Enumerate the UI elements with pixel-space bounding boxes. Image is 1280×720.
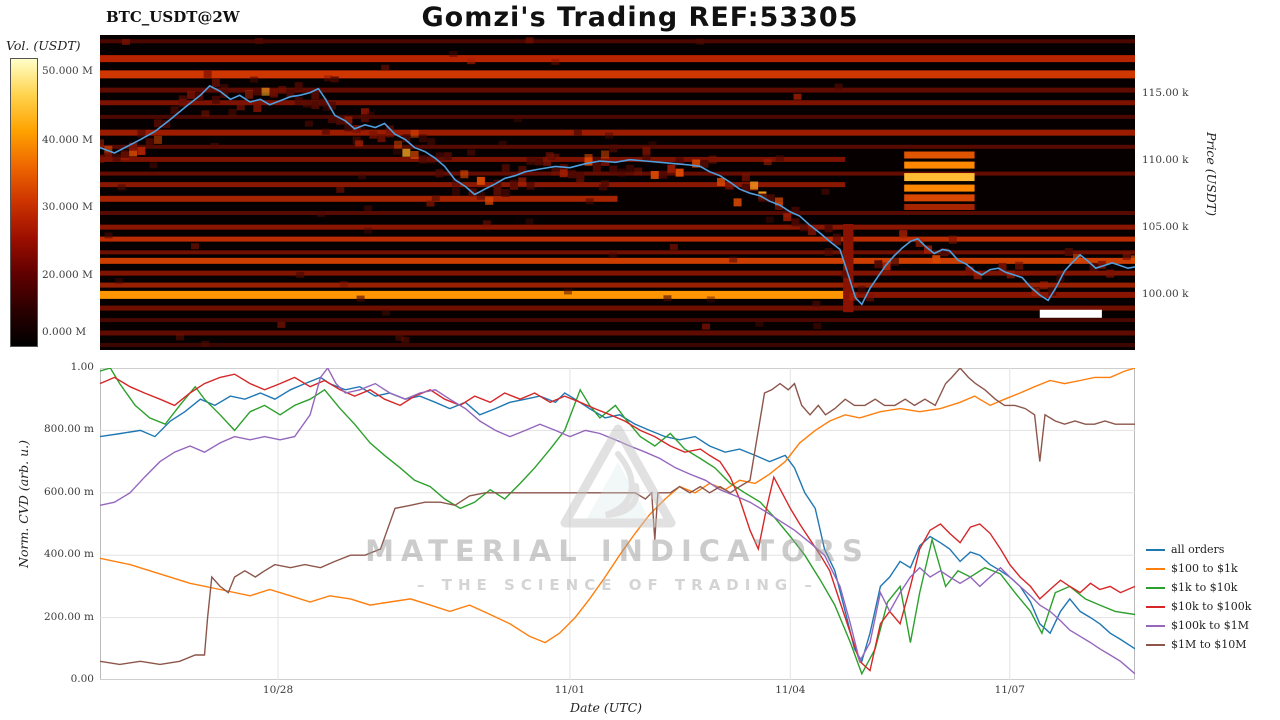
- volume-colorbar: [10, 58, 38, 347]
- date-tick-label: 11/07: [994, 684, 1025, 696]
- legend-swatch: [1146, 567, 1165, 570]
- heatmap-streak: [845, 291, 1135, 298]
- cvd-y-tick-label: 1.00: [70, 361, 94, 373]
- heatmap-streak: [100, 318, 1135, 323]
- heatmap-streak: [100, 144, 1135, 149]
- price-line: [99, 84, 1136, 306]
- heatmap-streak: [904, 161, 975, 169]
- series-all-orders: [99, 376, 1136, 664]
- series--100k-to-1m: [99, 366, 1136, 675]
- heatmap-streak: [904, 173, 975, 182]
- heatmap-streak: [100, 330, 1135, 336]
- heatmap-streak: [100, 129, 1135, 136]
- series--1k-to-10k: [99, 367, 1136, 676]
- cvd-y-tick-label: 800.00 m: [43, 423, 94, 436]
- series--1m-to-10m: [99, 366, 1135, 666]
- date-axis-tick-labels: 10/28 11/01 11/04 11/07: [100, 684, 1135, 700]
- legend-swatch: [1146, 605, 1165, 608]
- legend-label: $1k to $10k: [1171, 581, 1238, 594]
- heatmap-streak: [100, 87, 1135, 93]
- legend-item: $100k to $1M: [1146, 616, 1278, 635]
- price-tick-label: 100.00 k: [1142, 288, 1189, 301]
- legend-label: $10k to $100k: [1171, 600, 1252, 613]
- legend-item: $1k to $10k: [1146, 578, 1278, 597]
- heatmap-streak: [904, 184, 975, 192]
- heatmap-streak: [100, 282, 1135, 288]
- heatmap-streak: [100, 55, 1135, 63]
- date-axis-title: Date (UTC): [570, 700, 643, 715]
- volume-heatmap-chart: [96, 35, 1139, 350]
- heatmap-streak: [100, 195, 618, 202]
- legend-item: $1M to $10M: [1146, 635, 1278, 654]
- heatmap-streak: [100, 257, 1135, 264]
- date-tick-label: 11/04: [775, 684, 806, 696]
- heatmap-streak: [100, 342, 1135, 347]
- heatmap-streak: [904, 194, 975, 202]
- cvd-y-tick-label: 0.00: [70, 673, 94, 685]
- cvd-legend: all orders $100 to $1k $1k to $10k $10k to …: [1146, 540, 1278, 654]
- heatmap-streak: [904, 151, 975, 159]
- price-tick-label: 115.00 k: [1142, 86, 1189, 99]
- heatmap-streak: [100, 305, 1135, 311]
- heatmap-streak: [100, 290, 846, 299]
- price-tick-label: 110.00 k: [1142, 154, 1189, 166]
- cvd-y-tick-label: 200.00 m: [43, 610, 94, 623]
- date-tick-label: 11/01: [554, 684, 586, 696]
- colorbar-tick-label: 40.000 M: [42, 133, 93, 146]
- heatmap-streak: [100, 171, 1135, 176]
- legend-swatch: [1146, 643, 1165, 646]
- price-tick-label: 105.00 k: [1142, 221, 1189, 234]
- symbol-label: BTC_USDT@2W: [106, 8, 240, 26]
- page-title: Gomzi's Trading REF:53305: [421, 2, 859, 33]
- heatmap-streak: [100, 210, 1135, 215]
- legend-label: $100k to $1M: [1171, 619, 1249, 632]
- legend-label: $1M to $10M: [1171, 638, 1247, 651]
- heatmap-streak: [100, 182, 846, 188]
- colorbar-tick-label: 50.000 M: [42, 64, 93, 77]
- heatmap-column: [843, 224, 854, 313]
- heatmap-streak: [904, 203, 975, 210]
- colorbar-tick-label: 30.000 M: [42, 201, 93, 214]
- colorbar-tick-label: 0.000 M: [42, 326, 87, 339]
- heatmap-streak: [100, 70, 1135, 79]
- colorbar-title: Vol. (USDT): [6, 38, 81, 53]
- cvd-y-tick-labels: 1.00 800.00 m 600.00 m 400.00 m 200.00 m 0.00: [28, 361, 94, 685]
- heatmap-streak: [100, 224, 1135, 230]
- legend-swatch: [1146, 548, 1165, 551]
- price-axis-title: Price (USDT): [1204, 132, 1219, 216]
- cvd-canvas: [99, 366, 1136, 681]
- heatmap-streak: [100, 100, 1135, 106]
- legend-item: all orders: [1146, 540, 1278, 559]
- legend-item: $10k to $100k: [1146, 597, 1278, 616]
- heatmap-streak: [100, 250, 1135, 255]
- cvd-chart: [99, 366, 1136, 681]
- heatmap-streak: [100, 39, 1135, 44]
- colorbar-tick-label: 20.000 M: [42, 268, 93, 281]
- cvd-y-tick-label: 400.00 m: [43, 548, 94, 561]
- legend-label: all orders: [1171, 543, 1225, 556]
- heatmap-streak: [100, 156, 846, 162]
- heatmap-streak: [100, 270, 1135, 276]
- heatmap-streak: [100, 114, 1135, 119]
- heatmap-streak: [100, 236, 1135, 242]
- cvd-y-tick-label: 600.00 m: [43, 485, 94, 498]
- legend-swatch: [1146, 624, 1165, 627]
- series--10k-to-100k: [99, 373, 1136, 672]
- date-tick-label: 10/28: [262, 684, 294, 696]
- heatmap-canvas: [96, 35, 1139, 350]
- white-marker: [1039, 309, 1102, 318]
- legend-item: $100 to $1k: [1146, 559, 1278, 578]
- legend-swatch: [1146, 586, 1165, 589]
- legend-label: $100 to $1k: [1171, 562, 1238, 575]
